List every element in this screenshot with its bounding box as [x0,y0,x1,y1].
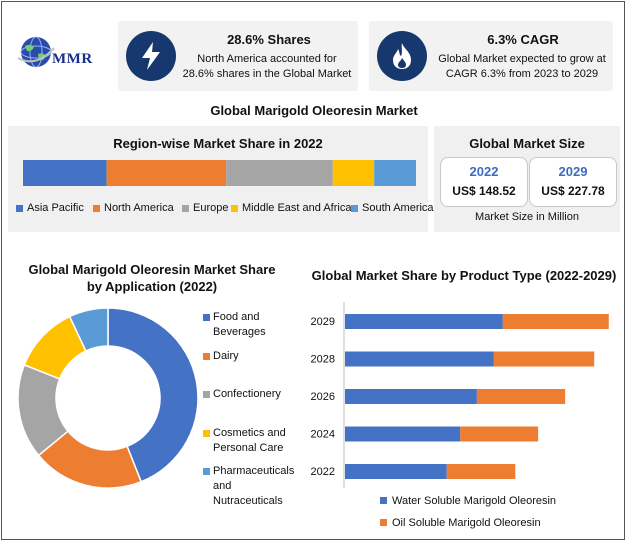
donut-slice-0 [107,307,199,483]
legend-swatch [380,519,387,526]
region-bar-segment-3 [332,160,375,186]
size-value: US$ 227.78 [541,184,605,198]
legend-swatch [203,391,210,398]
region-legend-item: North America [93,202,174,214]
cagr-stat-title: 6.3% CAGR [487,32,559,47]
main-title: Global Marigold Oleoresin Market [210,103,418,118]
product-legend-label: Oil Soluble Marigold Oleoresin [392,517,541,529]
market-size-card-2029: 2029 US$ 227.78 [529,157,617,207]
region-legend-item: Europe [182,202,228,214]
region-panel: Region-wise Market Share in 2022 Asia Pa… [8,126,434,232]
market-size-title: Global Market Size [469,136,585,151]
market-size-note: Market Size in Million [475,211,579,223]
application-legend-item: Cosmetics and Personal Care [203,426,303,456]
region-bar-segment-4 [374,160,416,186]
application-legend-item: Confectionery [203,387,303,402]
cagr-stat-box: 6.3% CAGR Global Market expected to grow… [369,21,613,91]
legend-label: Beverages [213,326,266,338]
bar-2028-series-1 [493,351,595,367]
globe-icon [17,36,55,68]
application-donut-chart [17,307,199,489]
legend-label: Cosmetics and [213,427,286,439]
product-chart-title: Global Market Share by Product Type (202… [311,268,617,283]
bar-2028-series-0 [345,351,494,367]
legend-label: Food and [213,311,260,323]
bar-2022-series-1 [446,464,516,479]
region-legend-item: South America [351,202,434,214]
legend-swatch [203,353,210,360]
legend-swatch [380,497,387,504]
donut-slice-4 [68,307,109,352]
cagr-stat-text: Global Market expected to grow at CAGR 6… [438,53,606,80]
legend-swatch [351,204,358,212]
bar-2024-series-1 [460,426,539,442]
flame-icon [377,31,427,81]
legend-label: Dairy [213,350,239,362]
legend-label: Europe [193,202,229,214]
legend-swatch [203,430,210,437]
bar-2029-series-1 [502,314,609,329]
bar-2024-series-0 [345,426,461,442]
region-stacked-bar [23,160,416,186]
legend-label: Pharmaceuticals [213,465,295,477]
shares-stat-title: 28.6% Shares [227,32,311,47]
region-bar-segment-1 [106,160,227,186]
product-type-bar-chart: 2029 2028 2026 2024 2022 Water Soluble Marigo… [311,302,609,529]
legend-label: and [213,480,232,492]
size-year: 2022 [469,164,499,179]
legend-label: South America [362,202,434,214]
bar-2026-series-1 [476,389,566,404]
mmr-logo: MMR [16,32,106,76]
legend-label: Confectionery [213,388,281,400]
shares-stat-box: 28.6% Shares North America accounted for… [118,21,358,91]
legend-swatch [93,204,100,212]
region-legend: Asia Pacific North America Europe Middle Ea… [16,202,434,218]
y-tick-label: 2024 [311,429,335,441]
legend-label: Nutraceuticals [213,495,283,507]
application-legend-item: Food and Beverages [203,310,303,340]
region-legend-item: Asia Pacific [16,202,84,214]
application-legend-item: Pharmaceuticals and Nutraceuticals [203,464,303,509]
market-size-card-2022: 2022 US$ 148.52 [440,157,528,207]
legend-label: Middle East and Africa [242,202,352,214]
legend-swatch [182,204,189,212]
bar-2022-series-0 [345,464,447,479]
y-tick-label: 2029 [311,316,335,328]
legend-swatch [16,204,23,212]
region-legend-item: Middle East and Africa [231,202,351,214]
legend-swatch [231,204,238,212]
bar-2029-series-0 [345,314,503,329]
product-legend-label: Water Soluble Marigold Oleoresin [392,495,556,507]
legend-label: Personal Care [213,442,284,454]
size-year: 2029 [558,164,588,179]
y-tick-label: 2026 [311,391,335,403]
legend-swatch [203,314,210,321]
y-tick-label: 2028 [311,354,335,366]
logo-text: MMR [52,51,93,67]
lightning-icon [126,31,176,81]
size-value: US$ 148.52 [452,184,516,198]
y-tick-label: 2022 [311,466,335,478]
application-chart-title: Global Marigold Oleoresin Market Share b… [28,262,276,294]
region-chart-title: Region-wise Market Share in 2022 [113,136,323,151]
region-bar-segment-0 [23,160,107,186]
legend-label: Asia Pacific [27,202,84,214]
legend-swatch [203,468,210,475]
shares-stat-text: North America accounted for 28.6% shares… [182,53,352,80]
application-legend-item: Dairy [203,349,303,364]
region-bar-segment-2 [226,160,333,186]
legend-label: North America [104,202,174,214]
bar-2026-series-0 [345,389,477,404]
